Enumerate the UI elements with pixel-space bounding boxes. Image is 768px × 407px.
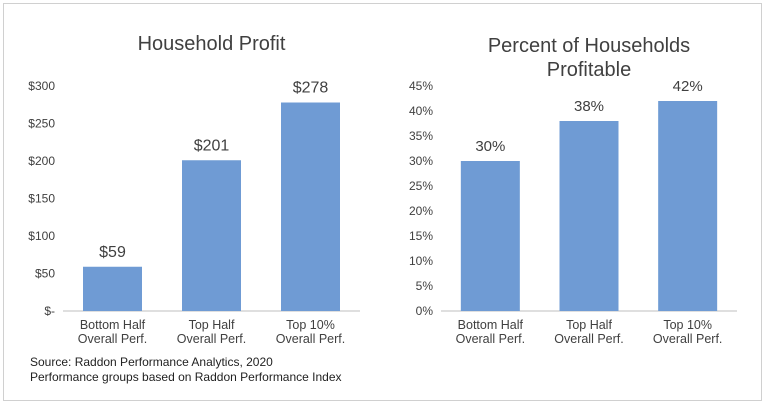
- chart-title: Profitable: [547, 59, 632, 81]
- source-line-2: Performance groups based on Raddon Perfo…: [30, 370, 342, 384]
- data-label: $59: [99, 244, 126, 261]
- y-tick-label: $200: [28, 154, 55, 168]
- x-tick-label: Overall Perf.: [177, 332, 246, 346]
- y-tick-label: $300: [28, 79, 55, 93]
- source-line-1: Source: Raddon Performance Analytics, 20…: [30, 355, 273, 369]
- y-tick-label: $100: [28, 229, 55, 243]
- y-tick-label: 10%: [409, 254, 433, 268]
- bar: [182, 160, 241, 311]
- x-tick-label: Overall Perf.: [78, 332, 147, 346]
- source-note: Source: Raddon Performance Analytics, 20…: [30, 355, 342, 385]
- household-profit-chart: Household Profit $- $50 $100 $150 $200 $250 $30…: [28, 33, 360, 346]
- bar: [83, 266, 142, 311]
- x-tick-label: Top 10%: [286, 318, 335, 332]
- x-tick-label: Top Half: [189, 318, 235, 332]
- chart-frame: [3, 3, 762, 401]
- x-tick-label: Top 10%: [663, 318, 712, 332]
- bar: [460, 161, 520, 311]
- x-tick-label: Overall Perf.: [276, 332, 345, 346]
- y-tick-label: 20%: [409, 204, 433, 218]
- x-tick-label: Overall Perf.: [554, 332, 623, 346]
- chart-title: Percent of Households: [488, 35, 690, 57]
- y-tick-label: 25%: [409, 179, 433, 193]
- y-tick-label: $250: [28, 117, 55, 131]
- y-tick-label: $-: [44, 304, 55, 318]
- x-tick-label: Overall Perf.: [653, 332, 722, 346]
- y-tick-label: 30%: [409, 154, 433, 168]
- x-tick-label: Overall Perf.: [456, 332, 525, 346]
- y-tick-label: 5%: [416, 279, 434, 293]
- y-tick-label: 15%: [409, 229, 433, 243]
- x-tick-label: Bottom Half: [80, 318, 146, 332]
- bar: [281, 102, 340, 311]
- bar: [658, 101, 718, 311]
- y-tick-label: $150: [28, 192, 55, 206]
- data-label: 42%: [673, 78, 703, 95]
- bar: [559, 121, 619, 311]
- x-tick-label: Top Half: [566, 318, 612, 332]
- chart-title: Household Profit: [138, 33, 286, 55]
- data-label: 38%: [574, 98, 604, 115]
- y-tick-label: 45%: [409, 79, 433, 93]
- x-tick-label: Bottom Half: [458, 318, 524, 332]
- data-label: $201: [194, 137, 230, 154]
- y-tick-label: 0%: [416, 304, 434, 318]
- y-tick-label: $50: [35, 267, 55, 281]
- y-tick-label: 40%: [409, 104, 433, 118]
- y-tick-label: 35%: [409, 129, 433, 143]
- data-label: 30%: [475, 138, 505, 155]
- data-label: $278: [293, 80, 329, 97]
